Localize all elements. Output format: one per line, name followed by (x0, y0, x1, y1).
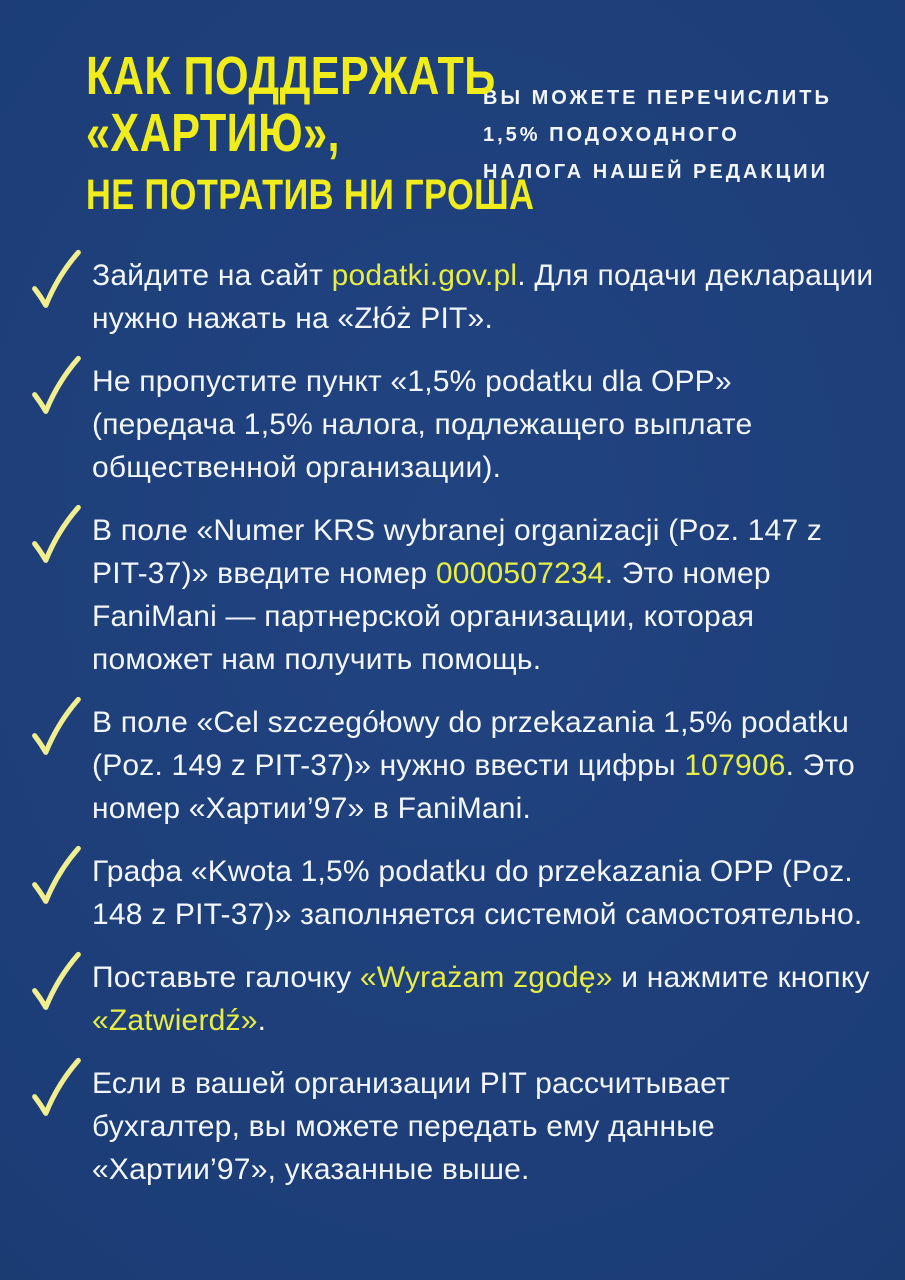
body-text: Графа «Kwota 1,5% podatku do przekazania… (92, 855, 863, 931)
body-text: Поставьте галочку (92, 961, 360, 994)
page-title: КАК ПОДДЕРЖАТЬ «ХАРТИЮ», НЕ ПОТРАТИВ НИ … (86, 46, 535, 220)
body-text: В поле «Numer KRS wybranej organizacji (… (92, 514, 823, 590)
body-text: Не пропустите пункт «1,5% podatku dla OP… (92, 365, 753, 484)
check-icon (32, 951, 81, 1010)
check-icon (32, 249, 81, 308)
checklist-item-text: Поставьте галочку «Wyrażam zgodę» и нажм… (92, 956, 879, 1042)
title-line-3: НЕ ПОТРАТИВ НИ ГРОША (86, 171, 535, 219)
title-line-2: «ХАРТИЮ», (86, 103, 340, 163)
body-text: . Это номер «Хартии’97» в FaniMani. (92, 749, 855, 825)
checklist-item: Не пропустите пункт «1,5% podatku dla OP… (30, 355, 879, 489)
check-icon (32, 504, 81, 563)
subtitle-line-3: НАЛОГА НАШЕЙ РЕДАКЦИИ (483, 161, 828, 183)
body-text: Если в вашей организации PIT рассчитывае… (92, 1067, 730, 1186)
checklist-item-text: Если в вашей организации PIT рассчитывае… (92, 1062, 879, 1191)
check-icon (32, 845, 81, 904)
check-icon (32, 1057, 81, 1116)
checklist-item-text: Графа «Kwota 1,5% podatku do przekazania… (92, 850, 879, 936)
checklist: Зайдите на сайт podatki.gov.pl. Для пода… (0, 220, 905, 1191)
checklist-item: Если в вашей организации PIT рассчитывае… (30, 1057, 879, 1191)
subtitle-line-2: 1,5% ПОДОХОДНОГО (483, 124, 740, 146)
highlight-text: «Zatwierdź» (92, 1004, 258, 1037)
body-text: Зайдите на сайт (92, 259, 332, 292)
checklist-item-text: В поле «Cel szczegółowy do przekazania 1… (92, 701, 879, 830)
body-text: . Для подачи декларации нужно нажать на … (92, 259, 874, 335)
highlight-text: 107906 (684, 749, 786, 782)
highlight-text: podatki.gov.pl (331, 259, 518, 292)
body-text: и нажмите кнопку (612, 961, 870, 994)
checklist-item-text: Зайдите на сайт podatki.gov.pl. Для пода… (92, 254, 879, 340)
header: КАК ПОДДЕРЖАТЬ «ХАРТИЮ», НЕ ПОТРАТИВ НИ … (0, 0, 905, 220)
checklist-item-text: В поле «Numer KRS wybranej organizacji (… (92, 509, 879, 681)
highlight-text: «Wyrażam zgodę» (359, 961, 613, 994)
check-icon (32, 355, 81, 414)
checklist-item: Поставьте галочку «Wyrażam zgodę» и нажм… (30, 951, 879, 1042)
checklist-item: Зайдите на сайт podatki.gov.pl. Для пода… (30, 249, 879, 340)
checklist-item: В поле «Numer KRS wybranej organizacji (… (30, 504, 879, 681)
checklist-item: В поле «Cel szczegółowy do przekazania 1… (30, 696, 879, 830)
highlight-text: 0000507234 (435, 557, 605, 590)
header-subtitle: ВЫ МОЖЕТЕ ПЕРЕЧИСЛИТЬ 1,5% ПОДОХОДНОГО Н… (483, 48, 879, 191)
title-line-1: КАК ПОДДЕРЖАТЬ (86, 46, 496, 106)
checklist-item-text: Не пропустите пункт «1,5% podatku dla OP… (92, 360, 879, 489)
body-text: . Это номер FaniMani — партнерской орган… (92, 557, 771, 676)
body-text: В поле «Cel szczegółowy do przekazania 1… (92, 706, 850, 782)
subtitle-line-1: ВЫ МОЖЕТЕ ПЕРЕЧИСЛИТЬ (483, 87, 832, 109)
body-text: . (257, 1004, 267, 1037)
checklist-item: Графа «Kwota 1,5% podatku do przekazania… (30, 845, 879, 936)
check-icon (32, 696, 81, 755)
